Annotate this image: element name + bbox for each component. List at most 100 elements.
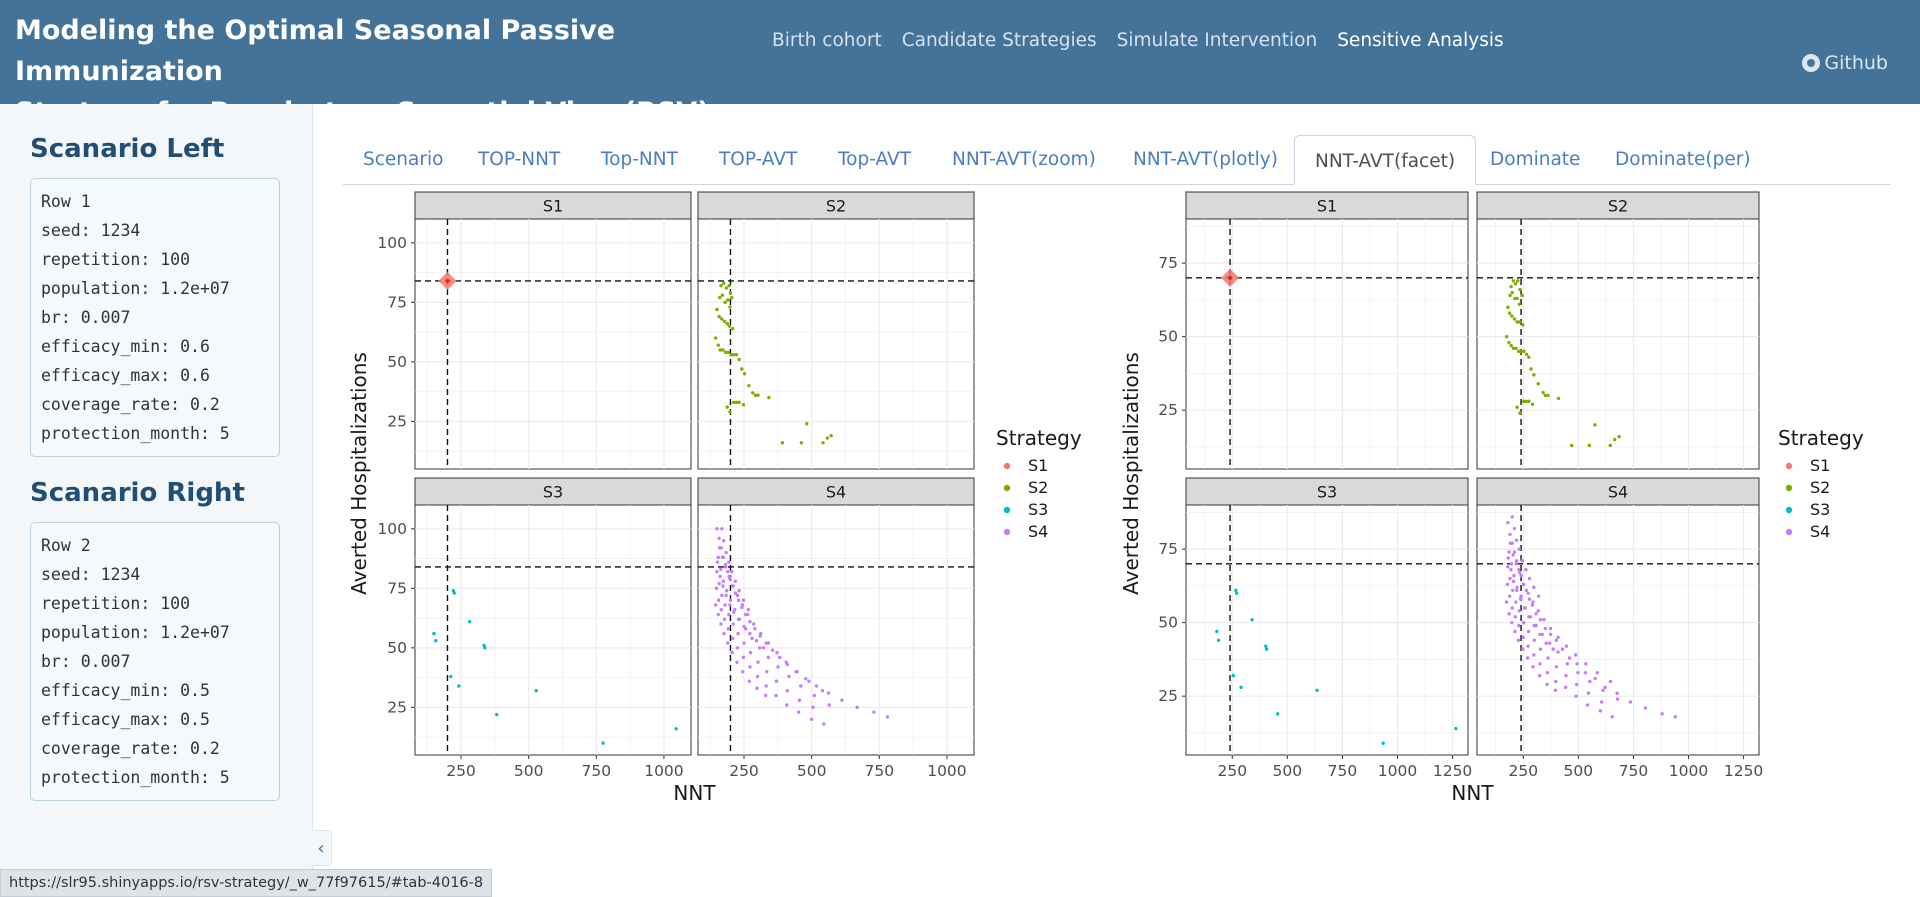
x-tick-label: 750 xyxy=(1619,762,1649,780)
data-point-s3 xyxy=(495,712,499,717)
facet-panel xyxy=(414,504,692,756)
data-point-s4 xyxy=(1507,612,1511,616)
data-point-s2 xyxy=(1524,352,1529,356)
data-point-s4 xyxy=(730,650,734,655)
data-point-s2 xyxy=(1524,399,1528,404)
data-point-s4 xyxy=(840,698,844,702)
facet-strip-label: S1 xyxy=(543,197,563,216)
data-point-s4 xyxy=(1519,594,1523,598)
scenario-left-line: Row 1 xyxy=(41,192,91,211)
data-point-s4 xyxy=(774,679,779,683)
x-tick-label: 500 xyxy=(514,762,544,780)
data-point-s4 xyxy=(1522,620,1526,625)
data-point-s3 xyxy=(1215,629,1219,634)
tab-nnt-avt-zoom[interactable]: NNT-AVT(zoom) xyxy=(952,149,1096,170)
data-point-s2 xyxy=(725,405,729,409)
data-point-s4 xyxy=(1530,603,1535,607)
data-point-s2 xyxy=(718,348,722,352)
facet-strip-label: S2 xyxy=(1608,197,1628,216)
data-point-s2 xyxy=(1617,434,1621,439)
data-point-s4 xyxy=(1532,623,1536,628)
nav-birth-cohort[interactable]: Birth cohort xyxy=(772,30,882,51)
data-point-s4 xyxy=(1554,665,1559,669)
data-point-s2 xyxy=(715,307,719,312)
legend-key-s2 xyxy=(1785,484,1793,492)
data-point-s4 xyxy=(750,636,754,641)
status-bar-url: https://slr95.shinyapps.io/rsv-strategy/… xyxy=(0,869,493,897)
data-point-s2 xyxy=(1529,367,1533,371)
data-point-s4 xyxy=(1574,694,1578,698)
data-point-s4 xyxy=(1545,682,1549,687)
data-point-s4 xyxy=(1554,679,1558,684)
data-point-s4 xyxy=(1643,706,1648,710)
data-point-s4 xyxy=(1525,656,1530,660)
data-point-s2 xyxy=(1509,284,1513,289)
data-point-s4 xyxy=(715,527,719,531)
tab-nnt-avt-facet[interactable]: NNT-AVT(facet) xyxy=(1294,135,1477,185)
data-point-s4 xyxy=(787,674,791,679)
data-point-s4 xyxy=(1564,673,1568,678)
data-point-s4 xyxy=(722,617,727,621)
data-point-s4 xyxy=(740,603,745,607)
y-tick-label: 25 xyxy=(387,412,407,430)
data-point-s4 xyxy=(1518,570,1522,575)
data-point-s4 xyxy=(1608,679,1613,684)
github-link[interactable]: Github xyxy=(1802,52,1888,74)
data-point-s4 xyxy=(730,569,734,574)
facet-panel xyxy=(697,504,975,756)
data-point-s2 xyxy=(1514,346,1518,351)
nav-candidate-strategies[interactable]: Candidate Strategies xyxy=(901,30,1097,51)
data-point-s2 xyxy=(720,317,724,321)
data-point-s3 xyxy=(1239,685,1243,690)
data-point-s2 xyxy=(734,353,739,357)
data-point-s2 xyxy=(1570,443,1574,448)
data-point-s4 xyxy=(748,665,752,669)
data-point-s4 xyxy=(742,624,746,629)
x-tick-label: 750 xyxy=(864,762,894,780)
data-point-s2 xyxy=(730,295,734,300)
data-point-s4 xyxy=(715,569,719,574)
data-point-s4 xyxy=(717,581,721,586)
nav-simulate-intervention[interactable]: Simulate Intervention xyxy=(1116,30,1318,51)
data-point-s4 xyxy=(885,715,890,719)
nav-sensitive-analysis[interactable]: Sensitive Analysis xyxy=(1337,30,1504,51)
scenario-right-line: repetition: 100 xyxy=(41,594,191,613)
data-point-s2 xyxy=(716,343,720,347)
x-tick-label: 250 xyxy=(1217,762,1247,780)
data-point-s4 xyxy=(720,527,724,531)
data-point-s4 xyxy=(803,677,808,681)
tab-top-nnt[interactable]: Top-NNT xyxy=(601,149,678,170)
data-point-s4 xyxy=(778,655,782,660)
tab-dominate-per[interactable]: Dominate(per) xyxy=(1615,149,1751,170)
data-point-s2 xyxy=(799,441,804,445)
data-point-s3 xyxy=(483,646,487,650)
data-point-s4 xyxy=(1536,609,1540,613)
sidebar-collapse-button[interactable]: ‹ xyxy=(311,830,332,866)
y-tick-label: 100 xyxy=(377,234,407,252)
data-point-s4 xyxy=(1517,623,1521,628)
data-point-s4 xyxy=(727,574,731,579)
x-tick-label: 1250 xyxy=(1433,762,1472,780)
tab-nnt-avt-plotly[interactable]: NNT-AVT(plotly) xyxy=(1133,149,1278,170)
tab-scenario[interactable]: Scenario xyxy=(363,149,444,170)
tab-dominate[interactable]: Dominate xyxy=(1490,149,1581,170)
data-point-s4 xyxy=(1593,676,1597,681)
data-point-s4 xyxy=(1553,688,1558,692)
data-point-s2 xyxy=(1518,320,1522,324)
data-point-s2 xyxy=(728,305,732,309)
data-point-s4 xyxy=(811,705,815,710)
data-point-s4 xyxy=(1574,653,1578,657)
scenario-right-line: population: 1.2e+07 xyxy=(41,623,230,642)
data-point-s2 xyxy=(1517,302,1521,306)
tab-top-avt-upper[interactable]: TOP-AVT xyxy=(719,149,798,170)
facet-strip xyxy=(697,191,975,220)
tab-top-avt[interactable]: Top-AVT xyxy=(838,149,911,170)
sidebar: Scanario Left Row 1 seed: 1234 repetitio… xyxy=(0,104,313,895)
scenario-right-line: br: 0.007 xyxy=(41,652,131,671)
tab-top-nnt-upper[interactable]: TOP-NNT xyxy=(478,149,561,170)
scenario-left-line: br: 0.007 xyxy=(41,308,131,327)
data-point-s4 xyxy=(748,619,752,624)
data-point-s4 xyxy=(1543,626,1547,631)
data-point-s4 xyxy=(731,622,735,626)
data-point-s4 xyxy=(1673,715,1677,719)
